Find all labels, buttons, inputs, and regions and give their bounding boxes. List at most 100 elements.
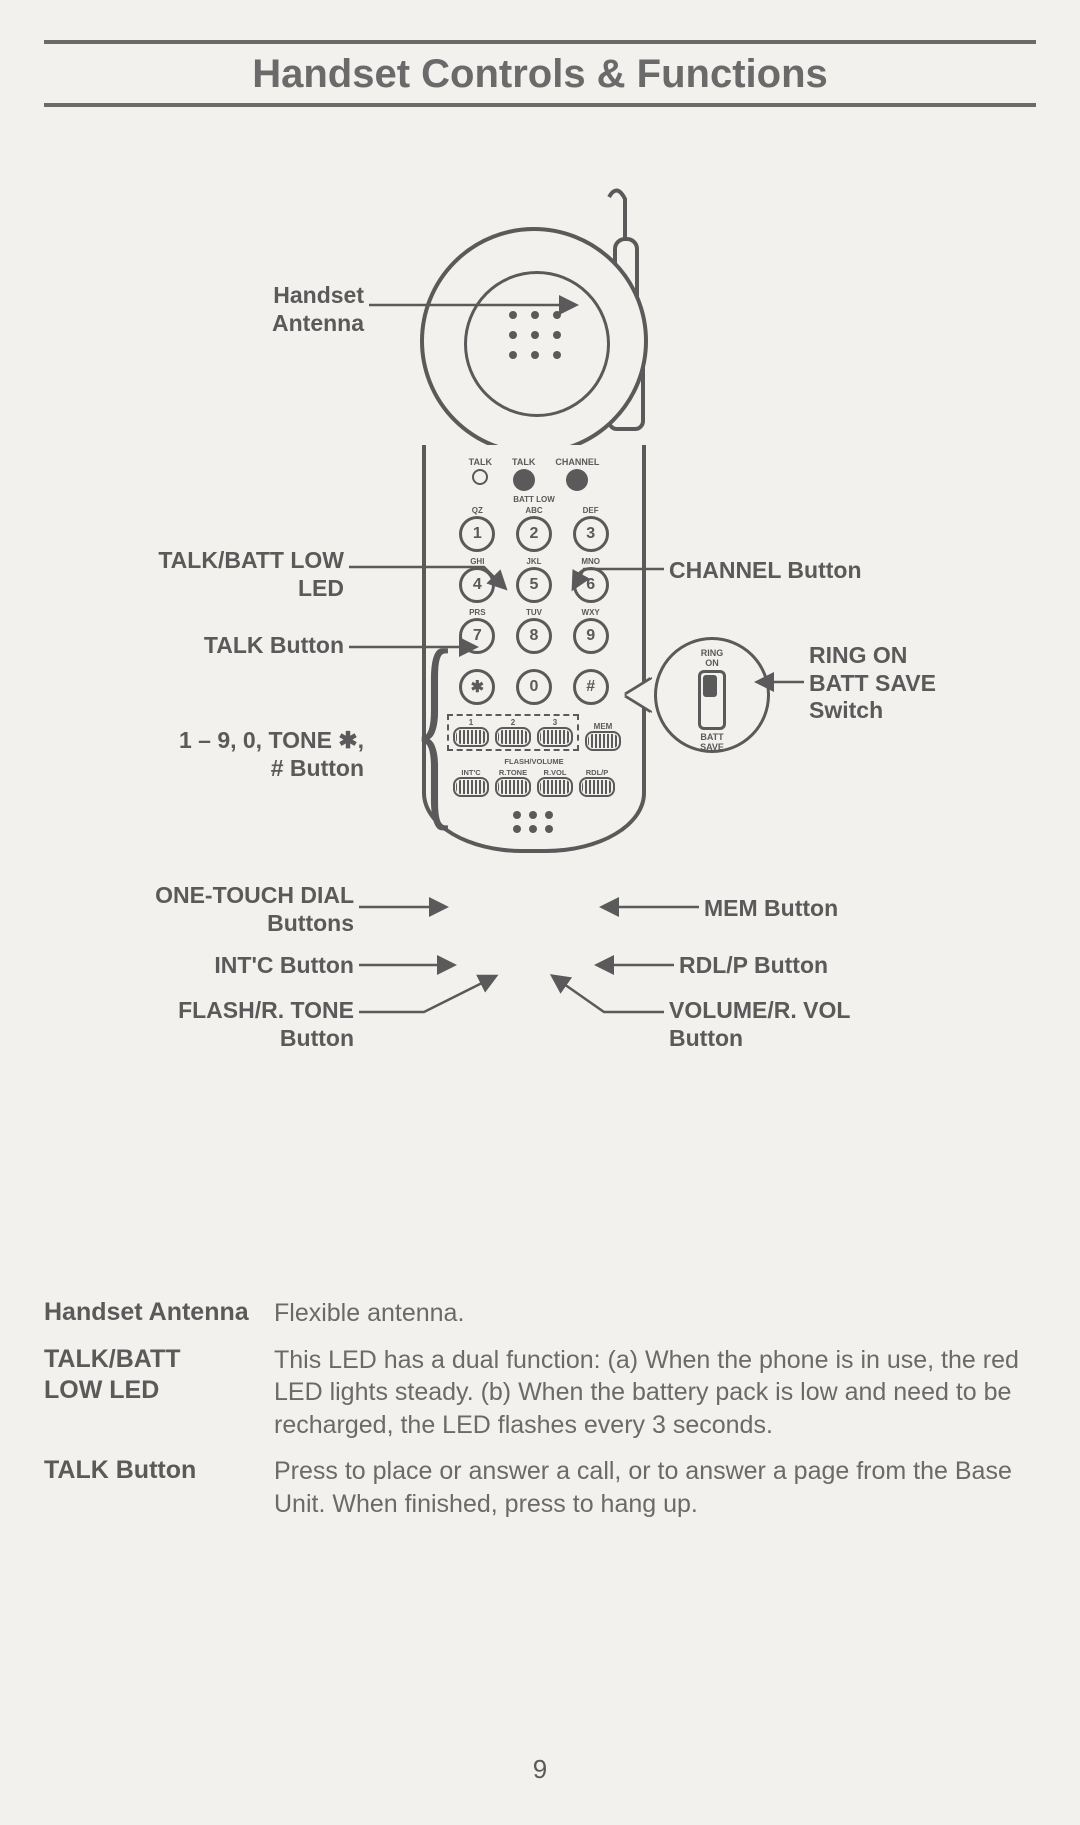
- ring-batt-save-detail: RING ON BATT SAVE: [654, 637, 770, 753]
- keypad-digit: 2: [516, 516, 552, 552]
- handset-diagram: TALK TALK CHANNEL BATT LOW QZ1ABC2DEF3GH…: [44, 107, 1036, 1287]
- keypad-letters: DEF: [573, 506, 609, 515]
- description-term: Handset Antenna: [44, 1297, 274, 1330]
- keypad-letters: [573, 659, 609, 668]
- one-touch-button: 1: [453, 718, 489, 747]
- keypad-digit: 4: [459, 567, 495, 603]
- fn-pill-icon: [453, 777, 489, 797]
- fn-label: R.TONE: [495, 768, 531, 777]
- fn-label: RDL/P: [579, 768, 615, 777]
- keypad-letters: GHI: [459, 557, 495, 566]
- earpiece: [420, 227, 648, 455]
- keypad-digit: 3: [573, 516, 609, 552]
- batt-low-label: BATT LOW: [434, 495, 634, 504]
- function-button: R.TONE: [495, 768, 531, 797]
- keypad-letters: JKL: [516, 557, 552, 566]
- description-term: TALK Button: [44, 1455, 274, 1520]
- description-row: TALK/BATT LOW LEDThis LED has a dual fun…: [44, 1344, 1036, 1442]
- description-row: TALK ButtonPress to place or answer a ca…: [44, 1455, 1036, 1520]
- label-mem: MEM Button: [704, 895, 838, 923]
- function-button: RDL/P: [579, 768, 615, 797]
- ring-on-text: RING ON: [657, 648, 767, 668]
- channel-btn-label: CHANNEL: [555, 457, 599, 467]
- keypad-key: #: [573, 659, 609, 706]
- page-number: 9: [0, 1754, 1080, 1785]
- descriptions: Handset AntennaFlexible antenna.TALK/BAT…: [44, 1297, 1036, 1520]
- label-intc: INT'C Button: [74, 952, 354, 980]
- speaker-dots: [509, 311, 565, 363]
- keypad-letters: QZ: [459, 506, 495, 515]
- keypad-brace-icon: {: [414, 617, 456, 837]
- keypad-key: QZ1: [459, 506, 495, 553]
- keypad-digit: 7: [459, 618, 495, 654]
- keypad-letters: [516, 659, 552, 668]
- label-talk-button: TALK Button: [84, 632, 344, 660]
- keypad-key: ✱: [459, 659, 495, 706]
- keypad-digit: 6: [573, 567, 609, 603]
- function-button: INT'C: [453, 768, 489, 797]
- fn-label: INT'C: [453, 768, 489, 777]
- talk-btn-label: TALK: [512, 457, 535, 467]
- keypad-key: DEF3: [573, 506, 609, 553]
- keypad-letters: PRS: [459, 608, 495, 617]
- keypad-key: TUV8: [516, 608, 552, 655]
- keypad-digit: 0: [516, 669, 552, 705]
- one-touch-button: 3: [537, 718, 573, 747]
- keypad-key: ABC2: [516, 506, 552, 553]
- one-touch-row: 123 MEM: [434, 714, 634, 751]
- flash-volume-label: FLASH/VOLUME: [434, 757, 634, 766]
- keypad-key: GHI4: [459, 557, 495, 604]
- keypad-letters: MNO: [573, 557, 609, 566]
- label-talk-batt-low-led: TALK/BATT LOW LED: [84, 547, 344, 602]
- page: Handset Controls & Functions TALK: [0, 0, 1080, 1825]
- keypad-letters: TUV: [516, 608, 552, 617]
- one-touch-button: 2: [495, 718, 531, 747]
- page-title: Handset Controls & Functions: [44, 52, 1036, 97]
- switch-icon: [698, 670, 726, 730]
- otd-number: 3: [537, 718, 573, 727]
- otd-pill-icon: [537, 727, 573, 747]
- fn-pill-icon: [537, 777, 573, 797]
- mem-button-icon: [585, 731, 621, 751]
- description-term: TALK/BATT LOW LED: [44, 1344, 274, 1442]
- microphone-dots: [513, 811, 555, 835]
- keypad-digit: 1: [459, 516, 495, 552]
- mem-label: MEM: [585, 722, 621, 731]
- label-rdlp: RDL/P Button: [679, 952, 828, 980]
- keypad: QZ1ABC2DEF3GHI4JKL5MNO6PRS7TUV8WXY9✱0#: [449, 506, 619, 706]
- keypad-key: PRS7: [459, 608, 495, 655]
- label-ring-switch: RING ON BATT SAVE Switch: [809, 642, 936, 725]
- keypad-letters: ABC: [516, 506, 552, 515]
- talk-led-label: TALK: [469, 457, 492, 467]
- fn-pill-icon: [579, 777, 615, 797]
- description-definition: This LED has a dual function: (a) When t…: [274, 1344, 1036, 1442]
- label-flash-rtone: FLASH/R. TONE Button: [74, 997, 354, 1052]
- label-volume: VOLUME/R. VOL Button: [669, 997, 850, 1052]
- label-keypad: 1 – 9, 0, TONE ✱, # Button: [74, 727, 364, 782]
- keypad-letters: WXY: [573, 608, 609, 617]
- keypad-digit: ✱: [459, 669, 495, 705]
- label-one-touch: ONE-TOUCH DIAL Buttons: [74, 882, 354, 937]
- otd-pill-icon: [495, 727, 531, 747]
- keypad-digit: 8: [516, 618, 552, 654]
- label-channel: CHANNEL Button: [669, 557, 862, 585]
- batt-save-text: BATT SAVE: [657, 732, 767, 752]
- keypad-digit: 5: [516, 567, 552, 603]
- otd-number: 1: [453, 718, 489, 727]
- fn-label: R.VOL: [537, 768, 573, 777]
- fn-pill-icon: [495, 777, 531, 797]
- description-definition: Press to place or answer a call, or to a…: [274, 1455, 1036, 1520]
- keypad-digit: #: [573, 669, 609, 705]
- keypad-key: MNO6: [573, 557, 609, 604]
- description-definition: Flexible antenna.: [274, 1297, 464, 1330]
- keypad-key: 0: [516, 659, 552, 706]
- talk-button-icon: [513, 469, 535, 491]
- rule-top: [44, 40, 1036, 44]
- keypad-letters: [459, 659, 495, 668]
- function-button: R.VOL: [537, 768, 573, 797]
- label-antenna: Handset Antenna: [114, 282, 364, 337]
- side-detail-arrow-icon: [626, 679, 652, 711]
- channel-button-icon: [566, 469, 588, 491]
- description-row: Handset AntennaFlexible antenna.: [44, 1297, 1036, 1330]
- otd-number: 2: [495, 718, 531, 727]
